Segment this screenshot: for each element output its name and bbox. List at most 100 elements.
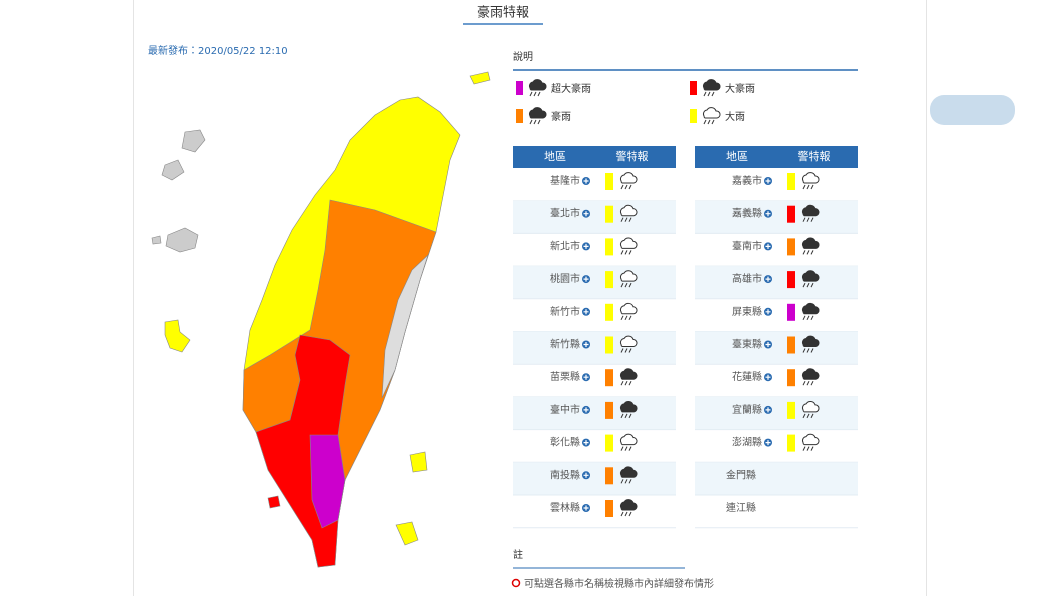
- rain-drop: [624, 446, 628, 451]
- region-name[interactable]: 臺東縣: [732, 338, 762, 351]
- cloud: [702, 79, 721, 91]
- expand-plus[interactable]: [765, 276, 771, 282]
- region-name[interactable]: 澎湖縣: [732, 436, 762, 449]
- expand-plus[interactable]: [765, 342, 771, 347]
- legend-label: 大豪雨: [725, 82, 755, 95]
- title: 豪雨特報: [477, 5, 529, 21]
- region-name[interactable]: 臺中市: [550, 403, 580, 416]
- expand-plus[interactable]: [765, 309, 771, 315]
- rain-icon: [619, 270, 638, 288]
- rain-drop: [802, 217, 806, 222]
- warning-swatch: [605, 205, 613, 223]
- cloud: [619, 466, 638, 478]
- legend-label: 大雨: [725, 110, 745, 123]
- expand-plus[interactable]: [765, 243, 771, 249]
- region-name[interactable]: 宜蘭縣: [732, 403, 762, 416]
- expand-plus[interactable]: [583, 342, 589, 347]
- note-title: 註: [513, 549, 523, 561]
- note-bullet: [511, 578, 521, 588]
- region-name[interactable]: 屏東縣: [732, 305, 762, 318]
- rain-drop: [802, 348, 806, 353]
- rain-drop: [529, 119, 533, 125]
- region-name[interactable]: 花蓮縣: [732, 370, 762, 383]
- legend-swatch: [516, 81, 523, 95]
- region-name[interactable]: 高雄市: [732, 272, 762, 285]
- region-name[interactable]: 基隆市: [550, 174, 580, 187]
- rain-drop: [628, 184, 632, 190]
- expand-plus[interactable]: [583, 178, 589, 184]
- region-name[interactable]: 彰化縣: [550, 436, 580, 449]
- region-name[interactable]: 金門縣: [726, 468, 756, 481]
- issued: 最新發布：2020/05/22 12:10: [148, 44, 288, 57]
- warning-swatch: [605, 401, 613, 419]
- rain-drop: [620, 479, 624, 484]
- region-name[interactable]: 雲林縣: [550, 501, 580, 514]
- rain-drop: [624, 282, 628, 288]
- cloud: [619, 270, 638, 282]
- warning-swatch: [605, 336, 613, 354]
- region-name[interactable]: 嘉義市: [732, 174, 762, 187]
- expand-plus[interactable]: [583, 407, 589, 413]
- warning-swatch: [605, 434, 613, 452]
- warning-swatch: [787, 238, 795, 256]
- warning-swatch: [605, 238, 613, 256]
- rain-icon: [619, 499, 638, 517]
- expand-plus[interactable]: [765, 407, 771, 413]
- row-bg: [695, 396, 858, 430]
- rain-drop: [806, 250, 810, 255]
- cloud: [619, 204, 638, 217]
- rain-icon: [801, 270, 820, 288]
- legend-label: 豪雨: [551, 110, 571, 123]
- expand-plus[interactable]: [583, 276, 589, 282]
- region-name[interactable]: 新北市: [550, 239, 580, 252]
- rain-icon: [801, 401, 820, 419]
- cloud: [619, 499, 638, 511]
- expand-plus[interactable]: [583, 243, 589, 249]
- expand-plus[interactable]: [765, 374, 771, 380]
- rain-drop: [802, 250, 806, 255]
- expand-plus[interactable]: [583, 505, 589, 511]
- expand-plus[interactable]: [765, 178, 771, 184]
- region-name[interactable]: 新竹市: [550, 305, 580, 318]
- region-purple: [309, 434, 346, 529]
- region-name[interactable]: 嘉義縣: [732, 207, 762, 220]
- header-cell: 警特報: [616, 149, 649, 163]
- warning-swatch: [787, 336, 795, 354]
- region-name[interactable]: 苗栗縣: [550, 370, 580, 383]
- rain-icon: [619, 368, 638, 386]
- rain-drop: [628, 217, 632, 222]
- table-header: [695, 146, 858, 168]
- region-name[interactable]: 新竹縣: [550, 338, 580, 351]
- rain-drop: [533, 119, 537, 125]
- cloud: [619, 433, 638, 446]
- expand-plus[interactable]: [583, 374, 589, 380]
- rain-icon: [619, 237, 638, 255]
- cloud: [801, 172, 820, 184]
- cloud: [801, 401, 820, 413]
- expand-plus[interactable]: [583, 309, 589, 315]
- rain-drop: [620, 184, 624, 190]
- region-name[interactable]: 臺南市: [732, 239, 762, 252]
- expand-plus[interactable]: [583, 472, 589, 478]
- expand-plus[interactable]: [765, 440, 771, 446]
- region-name[interactable]: 臺北市: [550, 207, 580, 220]
- warning-swatch: [787, 173, 795, 190]
- island-liuqiu: [267, 495, 281, 509]
- rain-drop: [802, 413, 806, 419]
- rain-drop: [806, 282, 810, 288]
- rain-drop: [624, 413, 628, 419]
- region-name[interactable]: 南投縣: [550, 468, 580, 481]
- rain-drop: [624, 380, 628, 386]
- region-name[interactable]: 連江縣: [726, 501, 756, 514]
- rain-drop: [624, 479, 628, 484]
- warning-swatch: [605, 303, 613, 321]
- cloud: [801, 237, 820, 249]
- expand-plus[interactable]: [765, 211, 771, 217]
- island-penghu: [164, 319, 191, 353]
- row-bg: [695, 266, 858, 299]
- rain-drop: [628, 380, 632, 386]
- region-name[interactable]: 桃園市: [550, 272, 580, 285]
- expand-plus[interactable]: [583, 440, 589, 446]
- expand-plus[interactable]: [583, 211, 589, 217]
- rain-drop: [711, 91, 715, 97]
